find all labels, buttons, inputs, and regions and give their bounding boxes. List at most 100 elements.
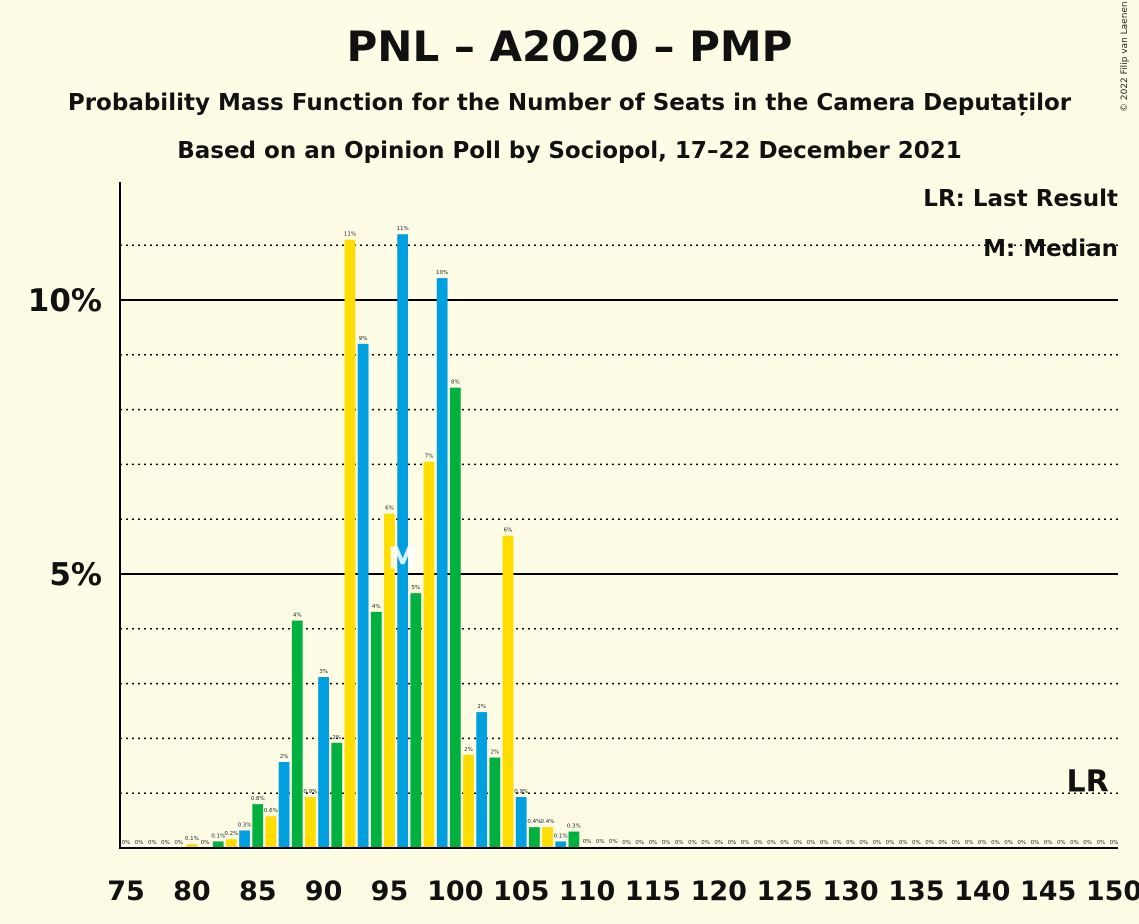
bar-label-142: 0% [1004, 840, 1013, 846]
bar-87 [278, 761, 290, 848]
chart-subtitle-poll: Based on an Opinion Poll by Sociopol, 17… [177, 138, 962, 164]
x-tick-label: 85 [239, 876, 277, 907]
bar-label-104: 6% [504, 528, 513, 534]
bar-94 [370, 611, 382, 848]
bar-104 [502, 535, 514, 848]
bar-label-120: 0% [714, 840, 723, 846]
bar-label-149: 0% [1096, 840, 1105, 846]
bar-label-137: 0% [938, 840, 947, 846]
bar-label-136: 0% [925, 840, 934, 846]
bar-label-76: 0% [135, 840, 144, 846]
bar-label-92: 11% [344, 232, 356, 238]
bar-label-84: 0.3% [238, 822, 252, 828]
bar-92 [344, 239, 356, 849]
bar-label-140: 0% [978, 840, 987, 846]
bar-label-86: 0.6% [264, 808, 278, 814]
bar-label-146: 0% [1057, 840, 1066, 846]
x-tick-label: 100 [427, 876, 483, 907]
bar-label-139: 0% [965, 840, 974, 846]
x-tick-label: 95 [371, 876, 409, 907]
bar-99 [436, 278, 448, 849]
y-tick-label: 10% [28, 283, 102, 319]
bar-label-103: 2% [490, 750, 499, 756]
bar-label-83: 0.2% [224, 831, 238, 837]
bar-label-122: 0% [741, 840, 750, 846]
last-result-marker: LR [1067, 765, 1109, 800]
bar-label-118: 0% [688, 840, 697, 846]
bar-label-96: 11% [397, 226, 409, 232]
bar-label-81: 0% [201, 840, 210, 846]
bar-label-150: 0% [1110, 840, 1119, 846]
x-tick-label: 75 [107, 876, 145, 907]
bar-label-90: 3% [319, 669, 328, 675]
x-tick-label: 145 [1020, 876, 1076, 907]
x-tick-label: 110 [559, 876, 615, 907]
bar-label-109: 0.3% [567, 824, 581, 830]
bar-label-78: 0% [161, 840, 170, 846]
bar-label-144: 0% [1031, 840, 1040, 846]
x-tick-label: 115 [625, 876, 681, 907]
x-tick-label: 125 [756, 876, 812, 907]
bar-label-97: 5% [411, 585, 420, 591]
median-marker: M [388, 542, 418, 577]
bar-95 [384, 513, 395, 848]
bar-103 [489, 757, 501, 848]
bar-label-135: 0% [912, 840, 921, 846]
x-tick-label: 135 [888, 876, 944, 907]
bar-label-114: 0% [635, 840, 644, 846]
x-tick-label: 150 [1086, 876, 1139, 907]
bar-label-128: 0% [820, 840, 829, 846]
bar-93 [357, 343, 369, 848]
bar-label-143: 0% [1017, 840, 1026, 846]
bar-label-132: 0% [873, 840, 882, 846]
bar-label-116: 0% [662, 840, 671, 846]
bar-label-112: 0% [609, 839, 618, 845]
bar-label-75: 0% [122, 840, 131, 846]
bar-label-131: 0% [859, 840, 868, 846]
bar-label-94: 4% [372, 604, 381, 610]
bar-80 [186, 844, 198, 848]
bar-label-133: 0% [886, 840, 895, 846]
bar-label-119: 0% [701, 840, 710, 846]
x-tick-label: 140 [954, 876, 1010, 907]
bar-107 [542, 827, 553, 848]
bar-label-127: 0% [807, 840, 816, 846]
bar-label-113: 0% [622, 840, 631, 846]
x-tick-label: 80 [173, 876, 211, 907]
bar-label-141: 0% [991, 840, 1000, 846]
bar-86 [265, 816, 277, 848]
bar-97 [410, 593, 422, 848]
bar-label-99: 10% [436, 270, 448, 276]
bar-label-117: 0% [675, 840, 684, 846]
bar-label-105: 0.9% [514, 789, 528, 795]
bar-label-125: 0% [780, 840, 789, 846]
bar-label-89: 0.9% [303, 789, 317, 795]
bar-label-98: 7% [425, 454, 434, 460]
x-tick-label: 130 [822, 876, 878, 907]
bar-82 [212, 841, 224, 848]
bar-label-108: 0.1% [554, 833, 568, 839]
bar-label-111: 0% [596, 839, 605, 845]
bar-label-79: 0% [174, 840, 183, 846]
bar-91 [331, 742, 343, 848]
bar-105 [515, 797, 527, 848]
bar-label-100: 8% [451, 380, 460, 386]
bar-label-85: 0.8% [251, 796, 265, 802]
bar-101 [463, 754, 474, 848]
bar-90 [318, 677, 330, 848]
bar-label-148: 0% [1083, 840, 1092, 846]
bar-106 [528, 827, 540, 848]
bar-label-101: 2% [464, 747, 473, 753]
bar-89 [305, 797, 316, 848]
x-tick-label: 105 [493, 876, 549, 907]
bar-label-129: 0% [833, 840, 842, 846]
bar-label-106: 0.4% [527, 819, 541, 825]
bar-102 [476, 712, 488, 848]
bar-label-147: 0% [1070, 840, 1079, 846]
bar-108 [555, 841, 567, 848]
bar-label-115: 0% [649, 840, 658, 846]
bar-label-123: 0% [754, 840, 763, 846]
x-tick-label: 90 [305, 876, 343, 907]
bar-label-91: 2% [332, 735, 341, 741]
